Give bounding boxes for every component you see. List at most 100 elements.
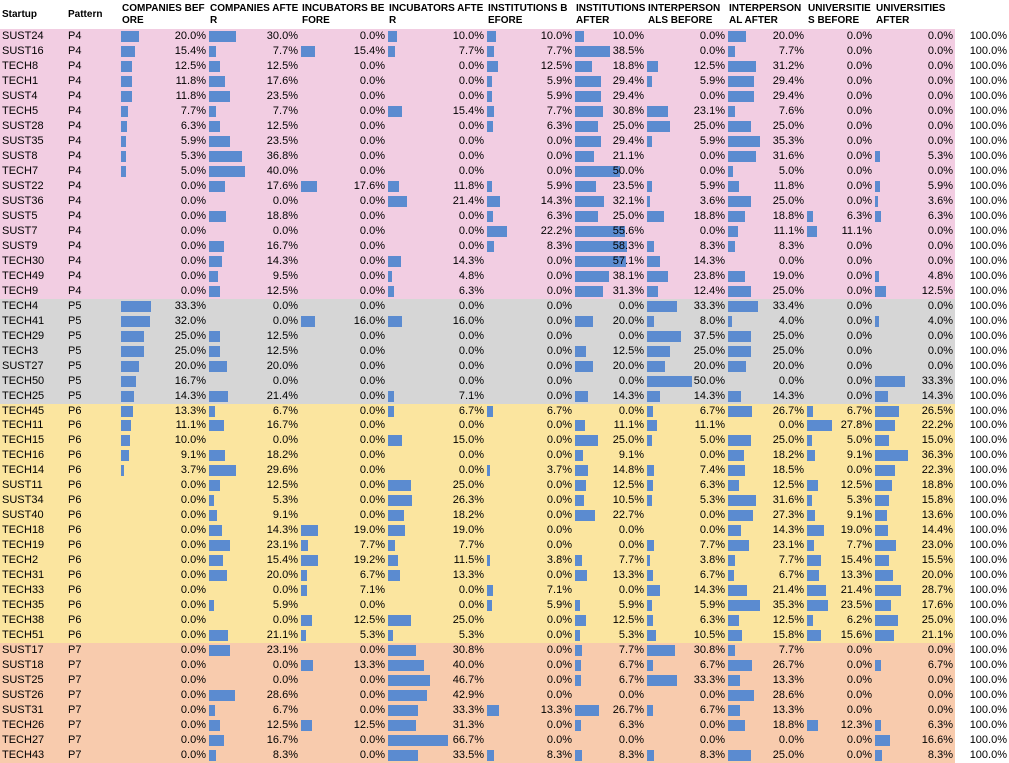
percent-cell[interactable]: 7.7% <box>646 538 727 553</box>
percent-cell[interactable]: 8.3% <box>874 748 955 763</box>
percent-cell[interactable]: 0.0% <box>387 598 486 613</box>
percent-cell[interactable]: 25.0% <box>727 433 806 448</box>
percent-cell[interactable]: 12.4% <box>646 284 727 299</box>
percent-cell[interactable]: 23.5% <box>574 179 646 194</box>
percent-cell[interactable]: 0.0% <box>300 164 387 179</box>
percent-cell[interactable]: 5.9% <box>574 598 646 613</box>
percent-cell[interactable]: 13.3% <box>300 658 387 673</box>
percent-cell[interactable]: 38.1% <box>574 269 646 284</box>
pattern-cell[interactable]: P6 <box>66 508 120 523</box>
percent-cell[interactable]: 11.8% <box>120 74 208 89</box>
pattern-cell[interactable]: P6 <box>66 404 120 419</box>
percent-cell[interactable]: 0.0% <box>646 448 727 463</box>
percent-cell[interactable]: 25.0% <box>646 344 727 359</box>
startup-cell[interactable]: SUST27 <box>0 359 66 374</box>
percent-cell[interactable]: 0.0% <box>874 688 955 703</box>
percent-cell[interactable]: 14.3% <box>387 254 486 269</box>
percent-cell[interactable]: 25.0% <box>120 329 208 344</box>
total-cell[interactable]: 100.0% <box>955 253 1009 269</box>
percent-cell[interactable]: 0.0% <box>727 733 806 748</box>
percent-cell[interactable]: 0.0% <box>120 673 208 688</box>
percent-cell[interactable]: 18.2% <box>727 448 806 463</box>
pattern-cell[interactable]: P6 <box>66 553 120 568</box>
header-interpersonals-before[interactable]: INTERPERSONALS BEFORE <box>646 0 727 28</box>
percent-cell[interactable]: 18.8% <box>727 209 806 224</box>
percent-cell[interactable]: 0.0% <box>300 463 387 478</box>
percent-cell[interactable]: 20.0% <box>874 568 955 583</box>
percent-cell[interactable]: 0.0% <box>646 224 727 239</box>
total-cell[interactable]: 100.0% <box>955 553 1009 569</box>
percent-cell[interactable]: 15.4% <box>300 44 387 59</box>
percent-cell[interactable]: 0.0% <box>300 673 387 688</box>
percent-cell[interactable]: 12.5% <box>208 329 300 344</box>
percent-cell[interactable]: 0.0% <box>574 329 646 344</box>
startup-cell[interactable]: TECH45 <box>0 404 66 419</box>
percent-cell[interactable]: 0.0% <box>874 299 955 314</box>
percent-cell[interactable]: 0.0% <box>120 493 208 508</box>
percent-cell[interactable]: 0.0% <box>806 134 874 149</box>
percent-cell[interactable]: 0.0% <box>120 718 208 733</box>
percent-cell[interactable]: 12.5% <box>574 613 646 628</box>
percent-cell[interactable]: 0.0% <box>387 239 486 254</box>
pattern-cell[interactable]: P5 <box>66 389 120 404</box>
percent-cell[interactable]: 0.0% <box>387 164 486 179</box>
pattern-cell[interactable]: P6 <box>66 628 120 643</box>
percent-cell[interactable]: 8.3% <box>486 239 574 254</box>
header-institutions-after[interactable]: INSTITUTIONS AFTER <box>574 0 646 28</box>
percent-cell[interactable]: 17.6% <box>300 179 387 194</box>
pattern-cell[interactable]: P6 <box>66 523 120 538</box>
percent-cell[interactable]: 0.0% <box>300 493 387 508</box>
percent-cell[interactable]: 42.9% <box>387 688 486 703</box>
percent-cell[interactable]: 25.0% <box>574 209 646 224</box>
percent-cell[interactable]: 0.0% <box>874 344 955 359</box>
percent-cell[interactable]: 0.0% <box>300 404 387 419</box>
percent-cell[interactable]: 23.1% <box>727 538 806 553</box>
percent-cell[interactable]: 0.0% <box>300 269 387 284</box>
percent-cell[interactable]: 0.0% <box>874 329 955 344</box>
percent-cell[interactable]: 25.0% <box>727 284 806 299</box>
percent-cell[interactable]: 27.8% <box>806 418 874 433</box>
percent-cell[interactable]: 0.0% <box>574 538 646 553</box>
percent-cell[interactable]: 0.0% <box>208 658 300 673</box>
percent-cell[interactable]: 5.9% <box>486 89 574 104</box>
percent-cell[interactable]: 21.4% <box>806 583 874 598</box>
percent-cell[interactable]: 0.0% <box>120 733 208 748</box>
percent-cell[interactable]: 0.0% <box>727 374 806 389</box>
percent-cell[interactable]: 0.0% <box>300 733 387 748</box>
percent-cell[interactable]: 25.0% <box>120 344 208 359</box>
pattern-cell[interactable]: P4 <box>66 164 120 179</box>
percent-cell[interactable]: 22.3% <box>874 463 955 478</box>
percent-cell[interactable]: 31.6% <box>727 149 806 164</box>
percent-cell[interactable]: 13.3% <box>387 568 486 583</box>
percent-cell[interactable]: 0.0% <box>806 59 874 74</box>
percent-cell[interactable]: 0.0% <box>120 658 208 673</box>
percent-cell[interactable]: 0.0% <box>874 119 955 134</box>
percent-cell[interactable]: 0.0% <box>806 149 874 164</box>
percent-cell[interactable]: 6.7% <box>208 703 300 718</box>
percent-cell[interactable]: 0.0% <box>120 568 208 583</box>
percent-cell[interactable]: 3.6% <box>874 194 955 209</box>
percent-cell[interactable]: 7.7% <box>208 44 300 59</box>
percent-cell[interactable]: 0.0% <box>486 314 574 329</box>
percent-cell[interactable]: 15.4% <box>208 553 300 568</box>
percent-cell[interactable]: 13.3% <box>486 703 574 718</box>
percent-cell[interactable]: 8.3% <box>727 239 806 254</box>
percent-cell[interactable]: 35.3% <box>727 598 806 613</box>
percent-cell[interactable]: 0.0% <box>120 703 208 718</box>
percent-cell[interactable]: 0.0% <box>806 29 874 44</box>
percent-cell[interactable]: 4.8% <box>874 269 955 284</box>
percent-cell[interactable]: 0.0% <box>646 44 727 59</box>
percent-cell[interactable]: 5.0% <box>120 164 208 179</box>
total-cell[interactable]: 100.0% <box>955 283 1009 299</box>
percent-cell[interactable]: 28.7% <box>874 583 955 598</box>
startup-cell[interactable]: TECH15 <box>0 433 66 448</box>
percent-cell[interactable]: 27.3% <box>727 508 806 523</box>
percent-cell[interactable]: 7.7% <box>727 553 806 568</box>
percent-cell[interactable]: 31.3% <box>574 284 646 299</box>
percent-cell[interactable]: 7.4% <box>646 463 727 478</box>
percent-cell[interactable]: 0.0% <box>874 29 955 44</box>
percent-cell[interactable]: 0.0% <box>486 164 574 179</box>
percent-cell[interactable]: 0.0% <box>486 508 574 523</box>
header-pattern[interactable]: Pattern <box>66 0 120 28</box>
percent-cell[interactable]: 0.0% <box>806 194 874 209</box>
